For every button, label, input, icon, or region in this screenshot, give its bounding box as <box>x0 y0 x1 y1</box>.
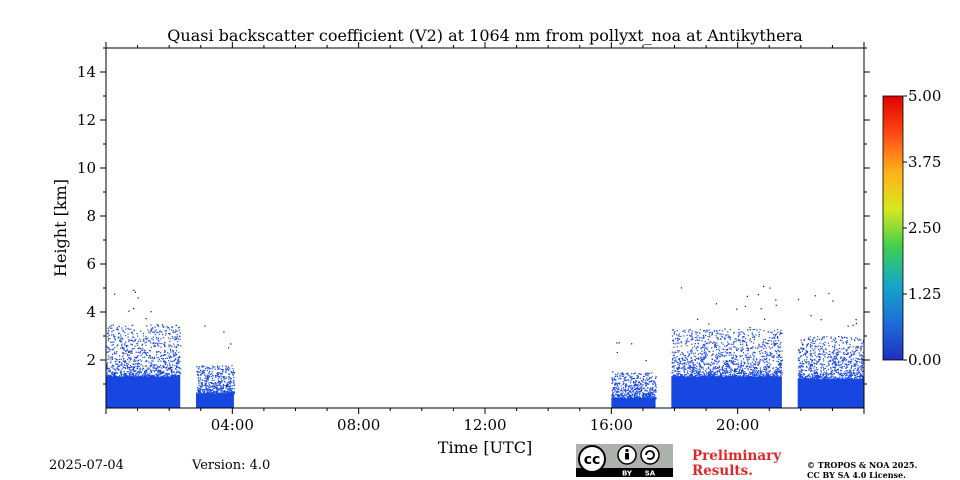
backscatter-data <box>106 285 864 408</box>
y-axis: 2 4 6 8 10 12 14 <box>77 47 870 385</box>
cc-license-logo: cc BY SA <box>576 444 673 477</box>
colorbar <box>882 95 904 361</box>
dense-layer <box>611 398 656 408</box>
cc-icon <box>578 445 606 473</box>
footer-date: 2025-07-04 <box>49 458 124 473</box>
sa-icon <box>640 445 660 465</box>
y-tick-label: 12 <box>77 111 96 129</box>
x-tick-label: 20:00 <box>716 416 759 434</box>
y-tick-label: 2 <box>86 351 96 369</box>
chart-title: Quasi backscatter coefficient (V2) at 10… <box>167 26 803 45</box>
copyright-line2: CC BY SA 4.0 License. <box>807 470 906 480</box>
x-tick-label: 08:00 <box>337 416 380 434</box>
measurement-period-2 <box>196 325 236 408</box>
y-tick-label: 10 <box>77 159 96 177</box>
y-axis-label: Height [km] <box>51 179 70 277</box>
y-tick-label: 6 <box>86 255 96 273</box>
y-tick-label: 4 <box>86 303 96 321</box>
preliminary-results-note: Preliminary Results. <box>692 449 781 479</box>
dense-layer <box>196 393 234 408</box>
dense-layer <box>671 376 782 408</box>
x-axis-label: Time [UTC] <box>438 438 532 457</box>
cc-text: cc <box>584 452 601 468</box>
measurement-period-5 <box>797 292 864 408</box>
colorbar-tick-label: 0.00 <box>908 351 941 369</box>
colorbar-tick-label: 5.00 <box>908 87 941 105</box>
preliminary-line2: Results. <box>692 463 753 479</box>
footer-version: Version: 4.0 <box>192 458 271 473</box>
preliminary-line1: Preliminary <box>692 448 782 464</box>
colorbar-tick-label: 1.25 <box>908 285 941 303</box>
x-tick-label: 12:00 <box>463 416 506 434</box>
colorbar-tick-label: 3.75 <box>908 153 941 171</box>
cc-by-label: BY <box>622 470 633 478</box>
x-tick-label: 04:00 <box>211 416 254 434</box>
cc-sa-label: SA <box>645 470 656 478</box>
copyright-line1: © TROPOS & NOA 2025. <box>807 460 918 470</box>
colorbar-axis: 0.00 1.25 2.50 3.75 5.00 <box>903 87 941 369</box>
dense-layer <box>106 376 181 408</box>
copyright-note: © TROPOS & NOA 2025. CC BY SA 4.0 Licens… <box>807 460 917 480</box>
measurement-period-4 <box>671 285 783 408</box>
y-tick-label: 8 <box>86 207 96 225</box>
measurement-period-1 <box>106 289 182 408</box>
x-axis: 04:00 08:00 12:00 16:00 20:00 <box>105 42 865 434</box>
plot-frame <box>105 47 865 409</box>
dense-layer <box>797 379 864 408</box>
measurement-period-3 <box>611 342 657 408</box>
colorbar-tick-label: 2.50 <box>908 219 941 237</box>
y-tick-label: 14 <box>77 63 96 81</box>
x-tick-label: 16:00 <box>590 416 633 434</box>
